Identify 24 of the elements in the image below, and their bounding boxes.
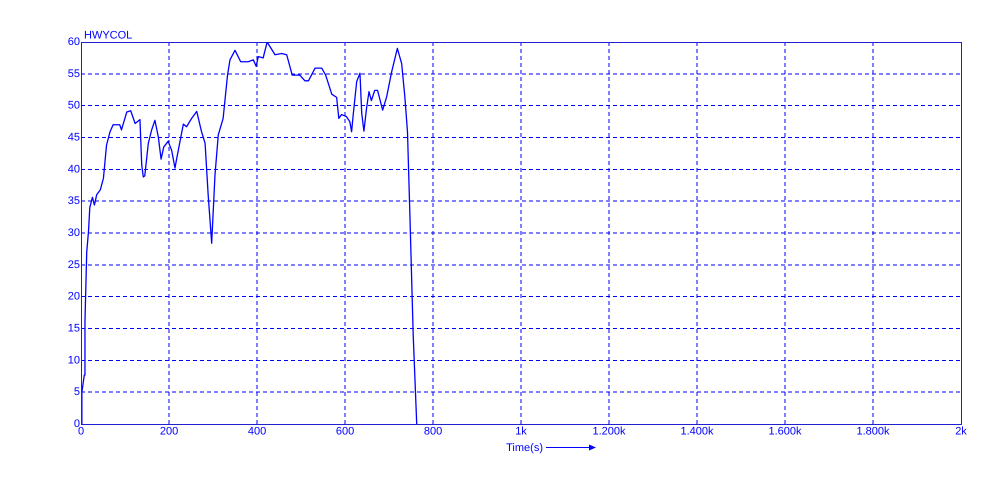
y-tick-label: 20 [68,290,80,303]
x-axis-title: Time(s) [506,442,543,454]
x-tick-label: 1.800k [856,426,890,438]
y-tick-label: 30 [68,227,80,240]
x-tick-label: 1.400k [680,426,714,438]
x-tick-label: 1.600k [768,426,802,438]
x-tick-label: 800 [424,426,442,438]
x-tick-label: 1.200k [592,426,626,438]
y-tick-label: 25 [68,258,80,271]
y-tick-label: 35 [68,195,80,208]
y-tick-label: 15 [68,322,80,335]
y-tick-label: 60 [68,36,80,48]
y-tick-label: 40 [68,163,80,176]
y-tick-label: 10 [68,354,80,366]
x-tick-label: 200 [160,426,178,438]
x-tick-label: 400 [248,426,266,438]
y-tick-label: 45 [68,132,80,144]
chart-title: HWYCOL [84,30,132,42]
x-tick-label: 600 [336,426,354,438]
x-tick-label: 1k [515,426,528,438]
y-tick-label: 5 [74,386,80,398]
y-tick-label: 50 [68,100,80,112]
x-tick-label: 2k [955,426,968,438]
y-tick-label: 55 [68,68,80,80]
